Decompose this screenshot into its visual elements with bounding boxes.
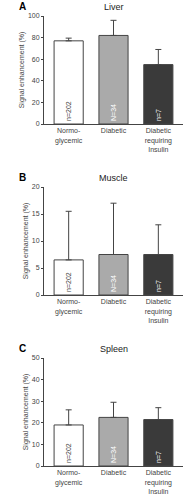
- svg-text:60: 60: [32, 56, 40, 63]
- svg-text:Signal enhancement (%): Signal enhancement (%): [22, 203, 30, 280]
- svg-text:10: 10: [32, 237, 40, 244]
- svg-text:B: B: [19, 172, 26, 183]
- svg-text:DiabeticrequiringInsulin: DiabeticrequiringInsulin: [145, 469, 172, 494]
- svg-text:40: 40: [32, 376, 40, 383]
- svg-text:Diabetic: Diabetic: [101, 469, 127, 476]
- svg-text:0: 0: [36, 462, 40, 469]
- svg-text:40: 40: [32, 77, 40, 84]
- svg-text:Normo-glycemic: Normo-glycemic: [55, 127, 83, 144]
- svg-text:80: 80: [32, 34, 40, 41]
- svg-text:50: 50: [32, 354, 40, 361]
- svg-text:Normo-glycemic: Normo-glycemic: [55, 469, 83, 486]
- svg-text:n=202: n=202: [65, 272, 72, 292]
- svg-text:n=7: n=7: [155, 109, 162, 121]
- svg-text:n=7: n=7: [155, 280, 162, 292]
- svg-text:Diabetic: Diabetic: [101, 298, 127, 305]
- svg-text:Normo-glycemic: Normo-glycemic: [55, 298, 83, 315]
- svg-text:C: C: [19, 343, 26, 354]
- svg-text:0: 0: [36, 120, 40, 127]
- svg-text:Liver: Liver: [104, 2, 124, 12]
- svg-text:Signal enhancement (%): Signal enhancement (%): [22, 374, 30, 451]
- svg-text:15: 15: [32, 210, 40, 217]
- svg-text:n=202: n=202: [65, 101, 72, 121]
- svg-text:Diabetic: Diabetic: [101, 127, 127, 134]
- svg-text:A: A: [19, 1, 26, 12]
- svg-text:Signal enhancement (%): Signal enhancement (%): [18, 32, 26, 109]
- svg-text:30: 30: [32, 398, 40, 405]
- svg-text:5: 5: [36, 264, 40, 271]
- svg-text:N=34: N=34: [110, 275, 117, 292]
- svg-text:n=7: n=7: [155, 451, 162, 463]
- svg-text:N=34: N=34: [110, 104, 117, 121]
- svg-text:0: 0: [36, 291, 40, 298]
- svg-text:20: 20: [32, 183, 40, 190]
- svg-text:Spleen: Spleen: [100, 344, 128, 354]
- svg-text:N=34: N=34: [110, 446, 117, 463]
- svg-text:10: 10: [32, 441, 40, 448]
- svg-text:20: 20: [32, 99, 40, 106]
- svg-text:100: 100: [28, 12, 40, 19]
- svg-text:n=202: n=202: [65, 443, 72, 463]
- svg-text:Muscle: Muscle: [99, 173, 128, 183]
- svg-text:20: 20: [32, 419, 40, 426]
- svg-text:DiabeticrequiringInsulin: DiabeticrequiringInsulin: [145, 127, 172, 152]
- svg-text:DiabeticrequiringInsulin: DiabeticrequiringInsulin: [145, 298, 172, 323]
